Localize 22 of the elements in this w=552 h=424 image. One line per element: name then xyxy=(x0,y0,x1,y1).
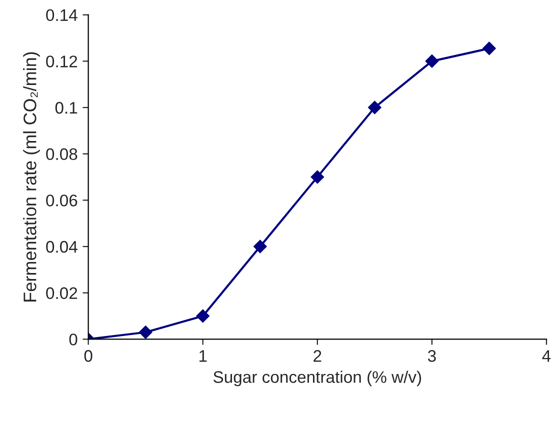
x-tick-label: 0 xyxy=(84,350,92,362)
point xyxy=(310,170,324,184)
x-tick-label: 1 xyxy=(199,350,207,362)
y-tick-label: 0.02 xyxy=(46,287,78,300)
point xyxy=(425,54,439,68)
point xyxy=(368,100,382,114)
x-tick-label: 4 xyxy=(542,350,551,362)
y-tick-label: 0.12 xyxy=(46,56,78,68)
y-tick-label: 0.06 xyxy=(46,194,78,206)
point xyxy=(139,326,152,339)
x-tick-label: 3 xyxy=(428,350,436,362)
point xyxy=(196,309,210,323)
y-tick-label: 0.04 xyxy=(46,240,78,253)
y-tick-label: 0.14 xyxy=(46,9,78,22)
point xyxy=(254,240,267,254)
y-tick-label: 0.08 xyxy=(46,148,78,160)
y-tick-label: 0.1 xyxy=(55,102,78,114)
x-tick-label: 2 xyxy=(314,350,322,362)
y-tick-label: 0 xyxy=(69,334,78,346)
point xyxy=(482,42,496,56)
x-axis-title: Sugar concentration (% w/v) xyxy=(213,370,422,386)
y-axis-title: Fermentation rate (ml CO₂/min) xyxy=(23,52,40,302)
